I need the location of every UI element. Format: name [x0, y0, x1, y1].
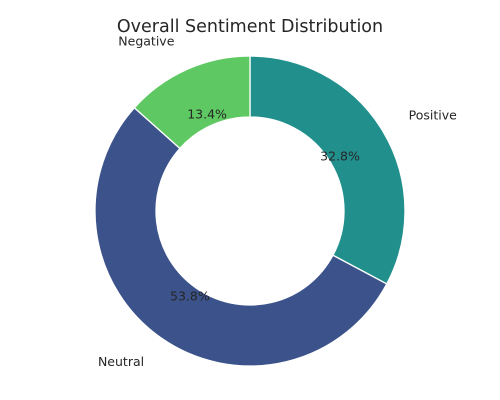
category-label-negative: Negative: [118, 34, 174, 49]
percent-label-positive: 32.8%: [320, 148, 360, 163]
slice-negative: [133, 55, 251, 150]
category-label-neutral: Neutral: [98, 354, 144, 369]
percent-label-neutral: 53.8%: [170, 289, 210, 304]
slice-neutral: [94, 106, 388, 367]
percent-label-negative: 13.4%: [187, 107, 227, 122]
slices-group: [94, 55, 406, 367]
slice-positive: [249, 55, 406, 285]
category-label-positive: Positive: [409, 107, 457, 122]
chart-title: Overall Sentiment Distribution: [117, 17, 383, 37]
labels-group: Positive 32.8% Neutral 53.8% Negative 13.4%: [98, 34, 457, 370]
